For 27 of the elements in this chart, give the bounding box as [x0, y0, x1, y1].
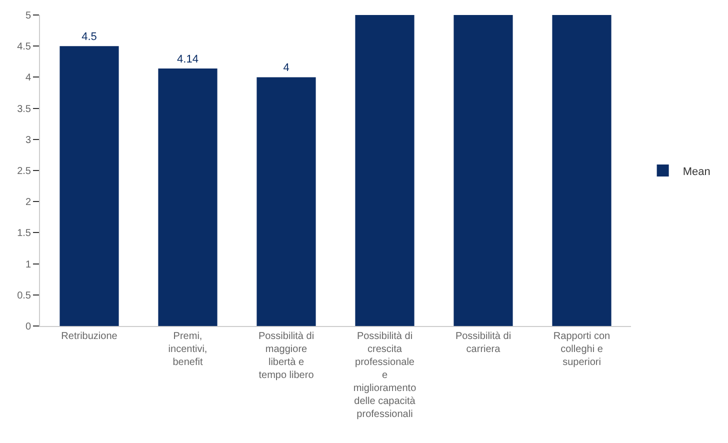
y-tick-label: 4.5 — [17, 42, 32, 53]
y-tick-label: 5 — [25, 10, 32, 22]
bar — [256, 77, 316, 326]
y-tick-label: 0.5 — [17, 290, 32, 302]
x-tick-label: Possibilità di crescita professionale e miglioramento delle capacità professionali — [353, 331, 417, 420]
bar — [454, 15, 513, 326]
y-tick-label: 3.5 — [17, 104, 32, 115]
y-tick-label: 1.5 — [17, 228, 32, 240]
legend-label: Mean — [682, 166, 710, 178]
y-tick-label: 1 — [25, 259, 32, 270]
y-tick-label: 2.5 — [17, 166, 32, 177]
x-tick-label: Possibilità di carriera — [455, 331, 512, 355]
bar — [158, 68, 218, 326]
y-tick-label: 2 — [25, 197, 32, 208]
y-tick-label: 0 — [25, 322, 32, 332]
text: 4.5 — [82, 31, 97, 44]
y-tick-label: 4 — [25, 72, 32, 84]
text: 4 — [283, 62, 290, 74]
text: 4.14 — [177, 53, 198, 66]
x-tick-label: Retribuzione — [61, 331, 118, 342]
x-tick-label: Possibilità di maggiore libertà e tempo libero — [258, 331, 314, 381]
bar — [60, 46, 119, 326]
y-tick-label: 3 — [25, 134, 32, 146]
x-tick-label: Rapporti con colleghi e superiori — [553, 331, 610, 368]
x-tick-label: Premi, incentivi, benefit — [168, 331, 208, 368]
bar — [355, 15, 414, 326]
bar — [552, 15, 612, 326]
